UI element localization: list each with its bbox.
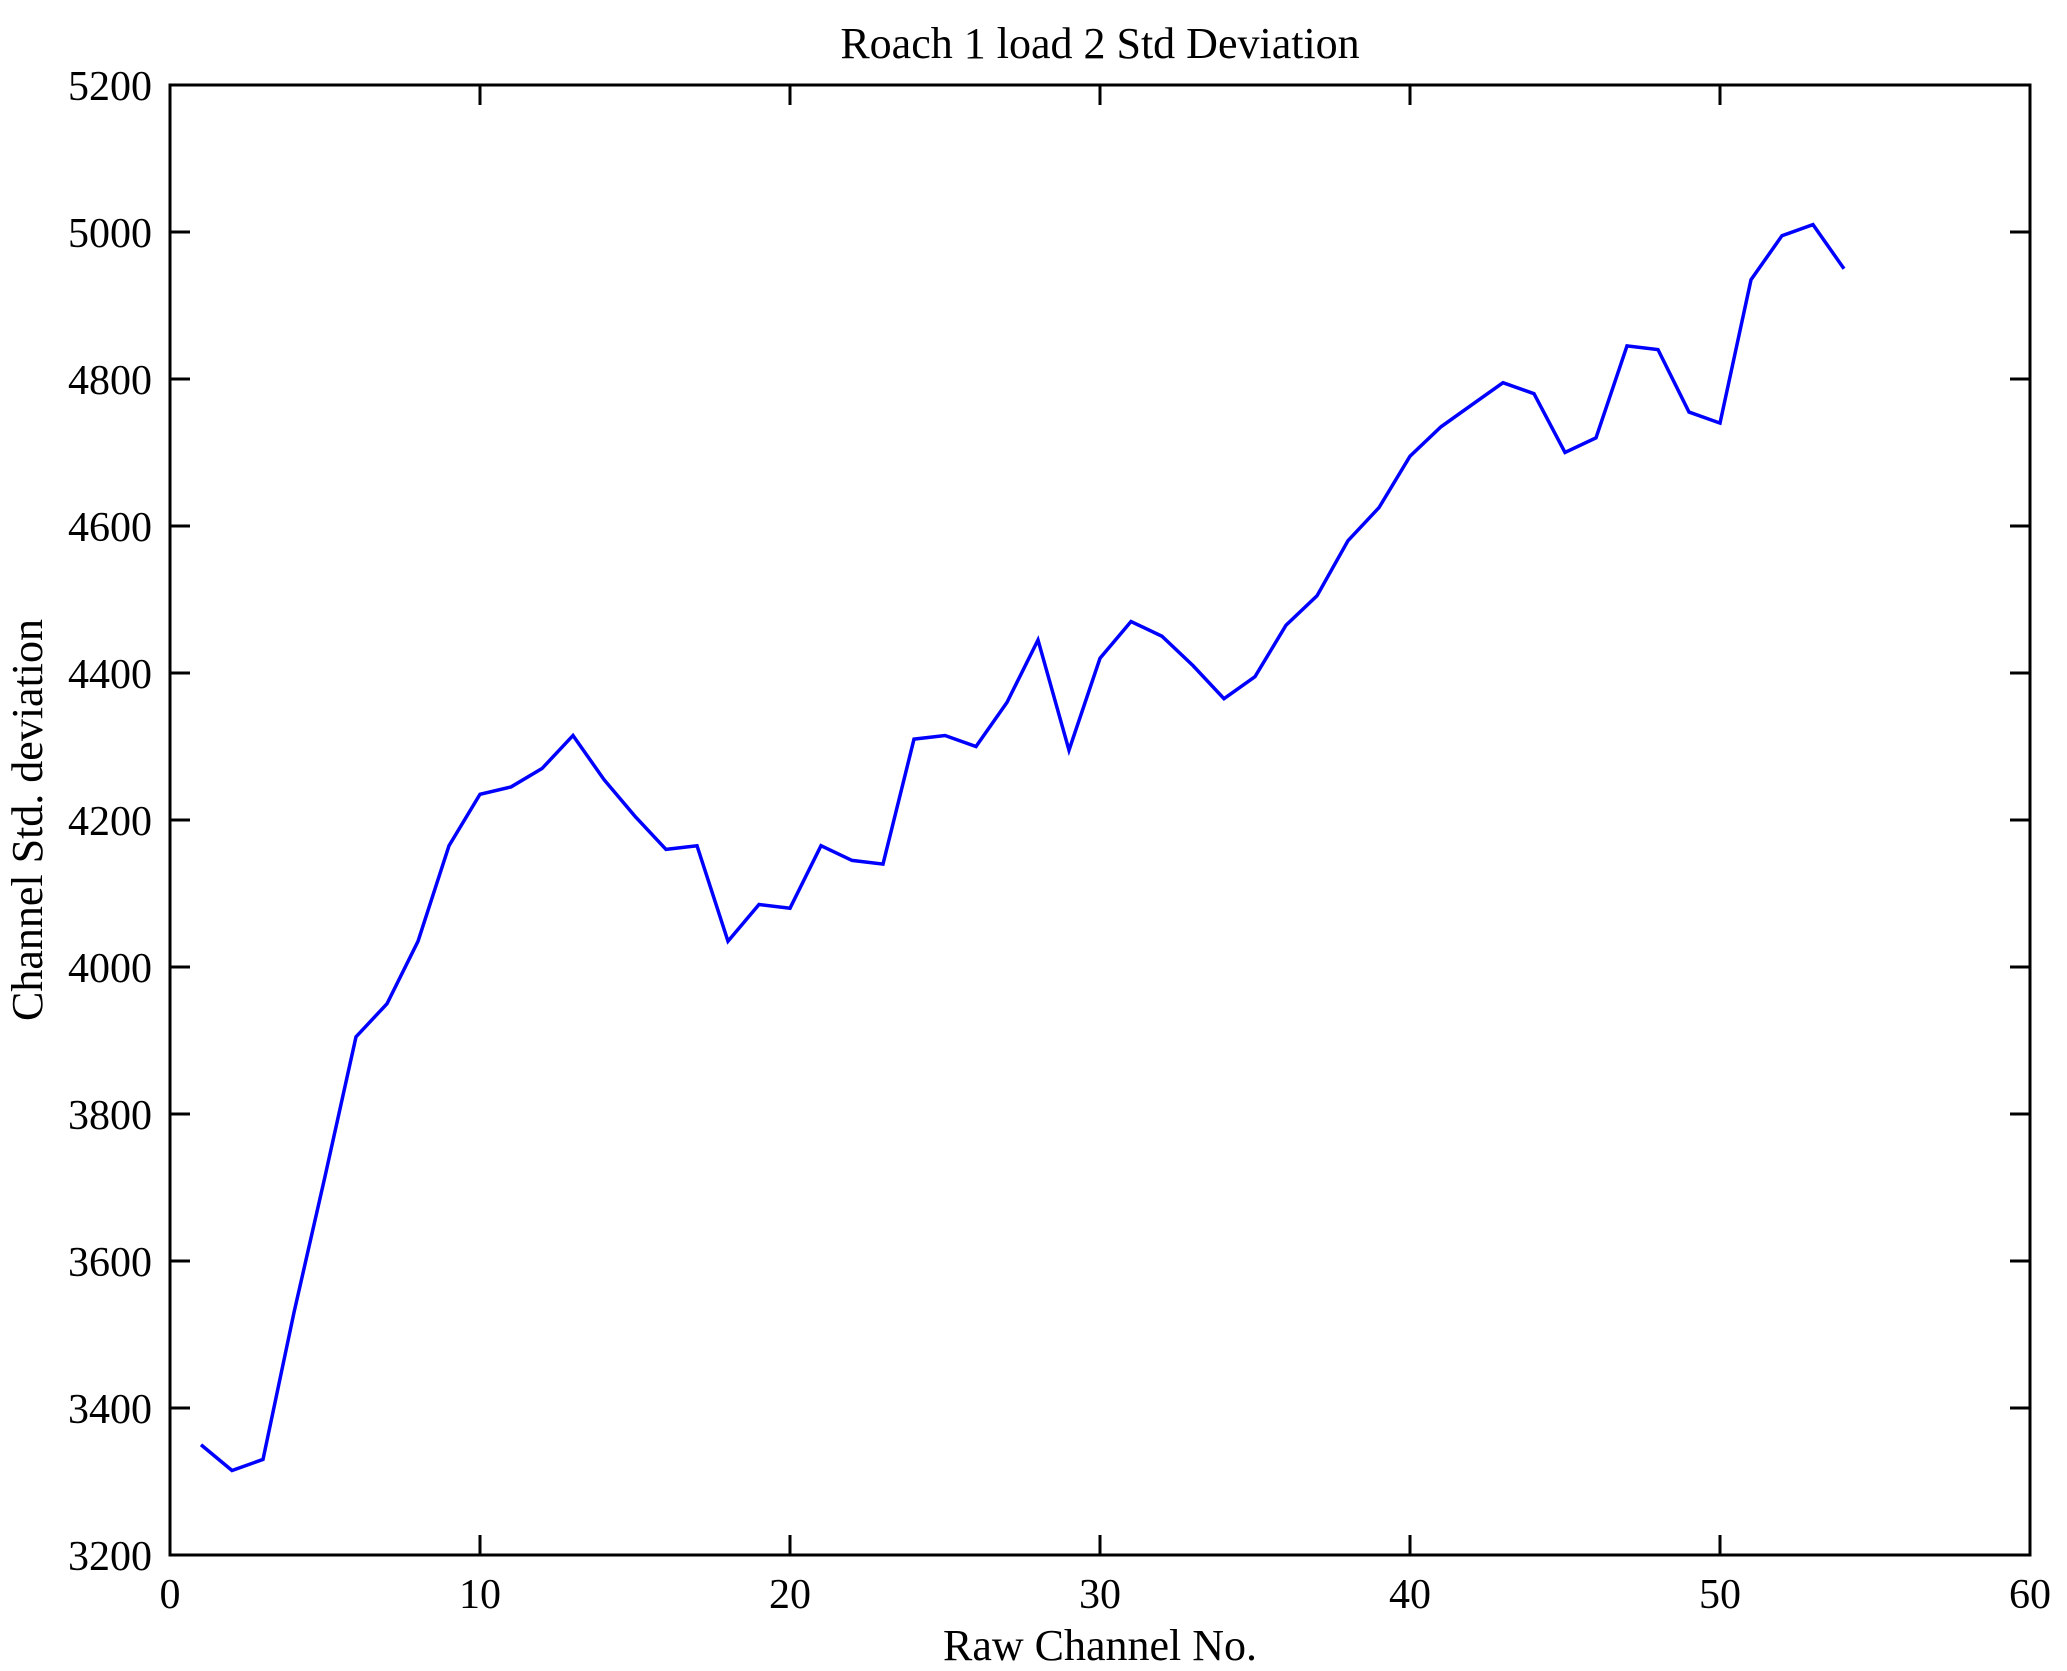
x-tick-label: 60 [2009,1572,2051,1618]
axis-tick-labels: 0 10 20 30 40 50 60 3200 3400 3600 3800 4000 4200 440… [68,64,2051,1618]
axis-ticks [168,83,2032,1557]
y-tick-label: 5000 [68,211,152,257]
x-tick-label: 0 [160,1572,181,1618]
plot-box-group [168,83,2032,1557]
plot-area [168,83,2032,1557]
y-tick-label: 3600 [68,1240,152,1286]
chart-title: Roach 1 load 2 Std Deviation [840,19,1359,68]
y-tick-label: 3400 [68,1387,152,1433]
y-tick-label: 5200 [68,64,152,110]
y-tick-label: 3800 [68,1093,152,1139]
y-axis-label: Channel Std. deviation [3,619,52,1021]
y-tick-label: 3200 [68,1534,152,1580]
y-tick-label: 4000 [68,946,152,992]
y-tick-label: 4800 [68,358,152,404]
y-tick-label: 4400 [68,652,152,698]
x-tick-label: 40 [1389,1572,1431,1618]
data-line [199,222,1846,1473]
x-tick-label: 30 [1079,1572,1121,1618]
x-axis-label: Raw Channel No. [943,1621,1257,1670]
y-tick-label: 4200 [68,799,152,845]
x-tick-label: 20 [769,1572,811,1618]
y-tick-label: 4600 [68,505,152,551]
x-tick-label: 50 [1699,1572,1741,1618]
x-tick-label: 10 [459,1572,501,1618]
